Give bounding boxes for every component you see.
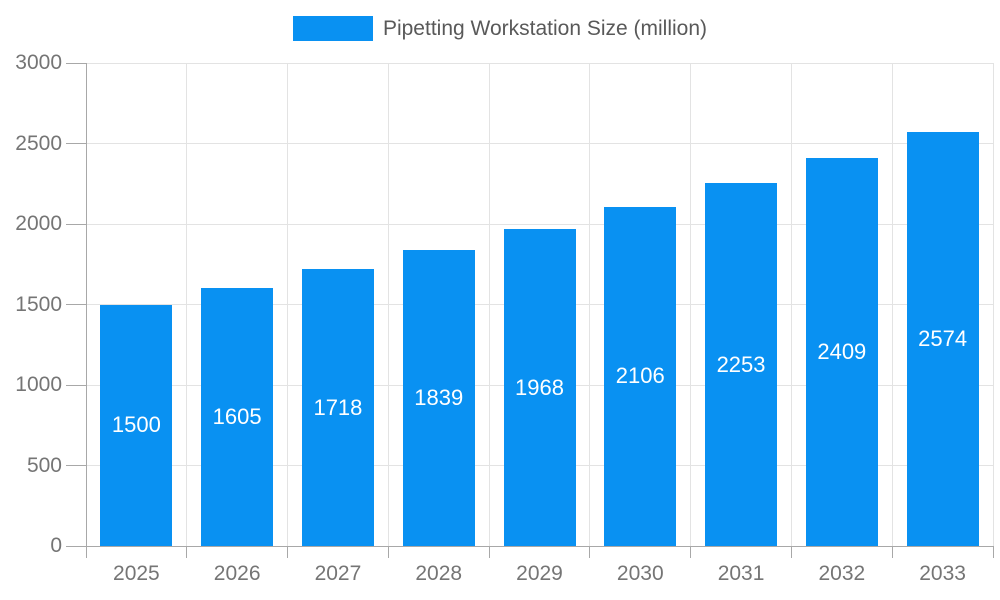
x-axis-tick-label: 2025 (113, 562, 160, 585)
bar[interactable]: 2409 (805, 158, 878, 546)
bar[interactable]: 2253 (705, 183, 778, 546)
x-axis-line (86, 545, 993, 547)
x-axis-tick (690, 546, 692, 558)
gridline-horizontal (86, 223, 993, 225)
y-axis-tick (66, 62, 86, 64)
bar-value-label: 2409 (817, 339, 867, 365)
bar-value-label: 2253 (716, 351, 766, 377)
x-axis-tick-label: 2028 (415, 562, 463, 585)
x-axis-tick-label: 2030 (616, 562, 664, 585)
gridline-horizontal (86, 143, 993, 144)
gridline-vertical (488, 63, 490, 546)
x-axis-tick-label: 2029 (516, 562, 563, 585)
x-axis-tick (186, 546, 188, 558)
bar[interactable]: 1968 (503, 229, 576, 546)
x-axis-tick-label: 2033 (919, 562, 966, 585)
y-axis-tick-label: 3000 (15, 51, 62, 74)
x-axis-tick-label: 2031 (717, 562, 765, 585)
gridline-vertical (992, 63, 994, 546)
x-axis-tick (790, 546, 792, 558)
bar-value-label: 1839 (414, 384, 464, 410)
gridline-horizontal (86, 62, 993, 64)
gridline-vertical (891, 63, 893, 546)
bar-value-label: 1968 (515, 374, 564, 400)
x-axis-tick-label: 2027 (314, 562, 362, 585)
bar-value-label: 2574 (918, 325, 968, 351)
y-axis-tick-label: 1500 (15, 292, 62, 316)
gridline-vertical (186, 63, 188, 546)
bar[interactable]: 1500 (100, 304, 173, 546)
y-axis-tick (66, 384, 86, 386)
bar[interactable]: 1718 (301, 269, 374, 546)
x-axis-tick-label: 2032 (818, 562, 866, 585)
bar[interactable]: 1605 (201, 287, 274, 546)
y-axis-tick (66, 545, 86, 547)
x-axis-tick (488, 546, 490, 558)
gridline-vertical (387, 63, 389, 546)
x-axis-tick (589, 546, 591, 558)
bar[interactable]: 2106 (604, 206, 677, 546)
gridline-vertical (790, 63, 792, 546)
y-axis-tick-label: 2000 (15, 212, 62, 235)
gridline-vertical (287, 63, 289, 546)
bar-value-label: 1718 (313, 394, 363, 420)
bar-value-label: 1605 (212, 403, 262, 429)
x-axis-tick (287, 546, 289, 558)
gridline-vertical (589, 63, 591, 546)
x-axis-tick-label: 2026 (213, 562, 261, 585)
y-axis-tick-label: 500 (26, 453, 62, 477)
y-axis-tick (66, 223, 86, 225)
y-axis-line (85, 63, 87, 558)
bar[interactable]: 2574 (906, 131, 979, 546)
bar-value-label: 1500 (111, 412, 161, 438)
x-axis-tick (891, 546, 893, 558)
y-axis-tick-label: 1000 (15, 373, 62, 396)
legend[interactable]: Pipetting Workstation Size (million) (0, 16, 1000, 41)
y-axis-tick (66, 465, 86, 466)
x-axis-tick (992, 546, 994, 558)
y-axis-tick-label: 2500 (15, 131, 62, 155)
y-axis-tick (66, 304, 86, 305)
x-axis-tick (387, 546, 389, 558)
gridline-vertical (690, 63, 692, 546)
y-axis-tick-label: 0 (50, 534, 62, 557)
legend-swatch-icon (292, 16, 373, 41)
bar[interactable]: 1839 (402, 249, 475, 546)
bar-value-label: 2106 (615, 363, 665, 389)
legend-label: Pipetting Workstation Size (million) (382, 17, 708, 40)
y-axis-tick (66, 143, 86, 144)
